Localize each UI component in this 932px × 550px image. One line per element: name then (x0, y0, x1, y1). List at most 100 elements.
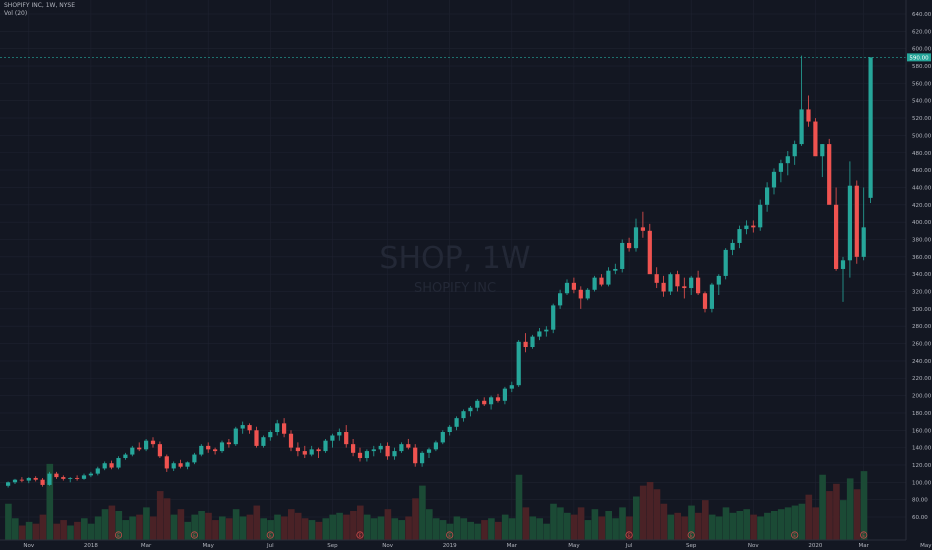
candle (309, 445, 314, 457)
price-tick-label: 520.00 (912, 116, 932, 122)
candle-body (392, 451, 397, 457)
volume-bar (67, 525, 74, 540)
candle (461, 409, 466, 422)
time-axis[interactable]: Nov 2018 Mar May Jul Sep Nov 2019 Mar May Jul Sep No… (0, 531, 932, 549)
price-tick-label: 280.00 (912, 324, 932, 330)
candle (696, 270, 701, 295)
candle-body (219, 442, 225, 452)
candle (68, 477, 73, 483)
candle (806, 95, 811, 127)
volume-bar (301, 518, 309, 540)
volume-bar (81, 518, 88, 540)
earnings-marker-icon[interactable]: E (114, 531, 123, 539)
candle (689, 275, 694, 295)
candle-body (433, 442, 438, 450)
candle (502, 386, 507, 405)
volume-bar (460, 518, 468, 540)
candle (834, 187, 839, 271)
earnings-marker-icon[interactable]: E (860, 531, 868, 539)
time-tick-label: May (203, 543, 215, 549)
volume-bar (432, 518, 440, 540)
candle-body (737, 229, 742, 243)
svg-text:E: E (690, 533, 693, 538)
candle (613, 263, 618, 275)
candle (509, 381, 514, 393)
volume-bar (791, 505, 799, 540)
candle-body (344, 432, 349, 445)
volume-indicator-label: Vol (20) (4, 10, 28, 17)
candle (33, 476, 38, 482)
candle-body (530, 336, 535, 348)
price-tick-label: 380.00 (912, 237, 932, 243)
candle (640, 211, 645, 238)
svg-text:E: E (359, 533, 362, 538)
candle (137, 442, 142, 452)
candle (799, 55, 804, 146)
earnings-marker-icon[interactable]: E (791, 531, 799, 539)
candle (47, 471, 52, 486)
candle-body (261, 437, 266, 446)
volume-bar (798, 503, 806, 540)
candle-body (599, 277, 604, 285)
candle-body (6, 482, 11, 486)
volume-bar (74, 521, 81, 540)
candle-body (475, 400, 480, 408)
candle (233, 426, 238, 446)
volume-bar (184, 521, 192, 540)
earnings-marker-icon[interactable]: E (687, 531, 695, 539)
volume-bar (25, 521, 33, 540)
candle (81, 473, 87, 480)
earnings-marker-icon[interactable]: E (356, 531, 364, 539)
price-axis[interactable]: 60.00 80.00 100.00 120.00 140.00 160.00 180.00… (905, 0, 932, 550)
candle (537, 327, 542, 341)
volume-bar (308, 520, 316, 540)
candle-body (254, 430, 259, 446)
candle-body (551, 305, 556, 330)
candle (627, 237, 632, 252)
candle (185, 461, 190, 470)
volume-bar (398, 520, 405, 540)
candle (219, 440, 225, 453)
candle-body (40, 479, 45, 485)
candle (6, 481, 11, 488)
grid-lines (0, 0, 927, 540)
volume-bar (695, 512, 702, 540)
volume-bar (550, 503, 557, 540)
earnings-marker-icon[interactable]: E (190, 531, 198, 539)
candle (489, 395, 494, 410)
candle (116, 456, 121, 470)
volume-bar (32, 523, 40, 540)
volume-bar (764, 512, 771, 540)
volume-bar (370, 518, 378, 540)
volume-bar (87, 523, 95, 540)
candle-body (447, 426, 452, 433)
time-tick-label: 2020 (808, 543, 822, 549)
chart-legend: SHOPIFY INC, 1W, NYSE Vol (20) (4, 2, 75, 18)
price-tick-label: 500.00 (912, 133, 932, 139)
volume-bar (294, 512, 302, 540)
candle (730, 239, 735, 256)
candle-body (378, 445, 383, 450)
volume-bar (508, 518, 516, 540)
candle-body (758, 204, 763, 228)
candle-body (406, 444, 411, 448)
volume-bar (515, 474, 523, 540)
earnings-marker-icon[interactable]: E (266, 531, 274, 539)
candle-body (489, 397, 494, 405)
volume-bar (336, 512, 343, 540)
price-tick-label: 300.00 (912, 307, 932, 313)
candle-body (854, 185, 859, 257)
candle-body (564, 282, 570, 294)
candle-body (640, 227, 645, 231)
candle (744, 220, 749, 235)
candle-body (578, 289, 583, 299)
earnings-marker-icon[interactable]: E (446, 531, 454, 539)
candle-body (316, 449, 321, 452)
candle-body (95, 468, 100, 474)
earnings-marker-icon[interactable]: E (625, 531, 633, 539)
candle (682, 277, 687, 299)
candle (861, 187, 866, 261)
volume-bar (750, 514, 757, 540)
